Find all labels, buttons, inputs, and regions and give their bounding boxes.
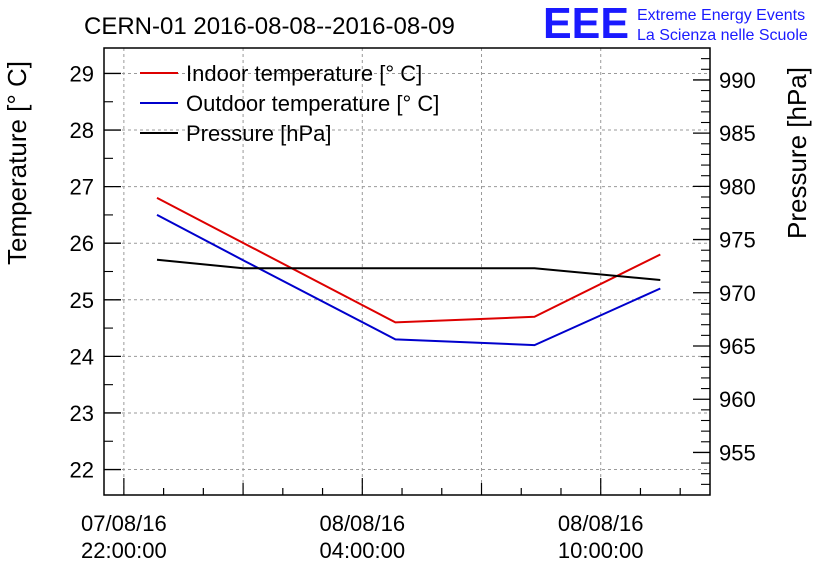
y2-tick-label: 960 <box>719 387 756 412</box>
eee-logo: EEE Extreme Energy Events La Scienza nel… <box>543 0 808 48</box>
y2-tick-label: 955 <box>719 440 756 465</box>
x-tick-label-date: 08/08/16 <box>319 511 405 536</box>
series-layer <box>156 197 661 347</box>
y2-tick-label: 970 <box>719 281 756 306</box>
legend-label: Indoor temperature [° C] <box>186 61 422 86</box>
y-tick-label: 24 <box>70 344 94 369</box>
legend: Indoor temperature [° C] Outdoor temperat… <box>140 61 439 146</box>
logo-line-2: La Scienza nelle Scuole <box>637 27 808 44</box>
y-tick-label: 27 <box>70 175 94 200</box>
y-axis-title: Temperature [° C] <box>2 61 32 265</box>
y-tick-label: 25 <box>70 288 94 313</box>
y2-tick-label: 990 <box>719 68 756 93</box>
x-tick-label-date: 07/08/16 <box>81 511 167 536</box>
series-line-1 <box>156 197 661 324</box>
x-tick-label-time: 22:00:00 <box>81 538 167 563</box>
legend-label: Pressure [hPa] <box>186 121 332 146</box>
chart-title: CERN-01 2016-08-08--2016-08-09 <box>84 13 455 40</box>
x-tick-label-time: 10:00:00 <box>558 538 644 563</box>
y-tick-label: 23 <box>70 401 94 426</box>
y2-tick-label: 965 <box>719 334 756 359</box>
y-tick-label: 22 <box>70 458 94 483</box>
series-line-3 <box>156 258 661 281</box>
grid-lines <box>104 48 710 495</box>
y2-axis-title: Pressure [hPa] <box>782 67 812 239</box>
legend-label: Outdoor temperature [° C] <box>186 91 439 116</box>
x-tick-label-time: 04:00:00 <box>319 538 405 563</box>
y-tick-label: 28 <box>70 118 94 143</box>
logo-line-1: Extreme Energy Events <box>637 7 805 24</box>
y2-tick-label: 985 <box>719 121 756 146</box>
logo-mark: EEE <box>543 0 629 48</box>
plot-frame <box>103 47 711 496</box>
x-tick-label-date: 08/08/16 <box>558 511 644 536</box>
y2-tick-label: 980 <box>719 174 756 199</box>
y2-tick-label: 975 <box>719 228 756 253</box>
axes: 22 23 24 25 26 27 28 29 955 960 965 970 975 980 985 990… <box>70 47 756 563</box>
y-tick-label: 26 <box>70 231 94 256</box>
y-tick-label: 29 <box>70 61 94 86</box>
